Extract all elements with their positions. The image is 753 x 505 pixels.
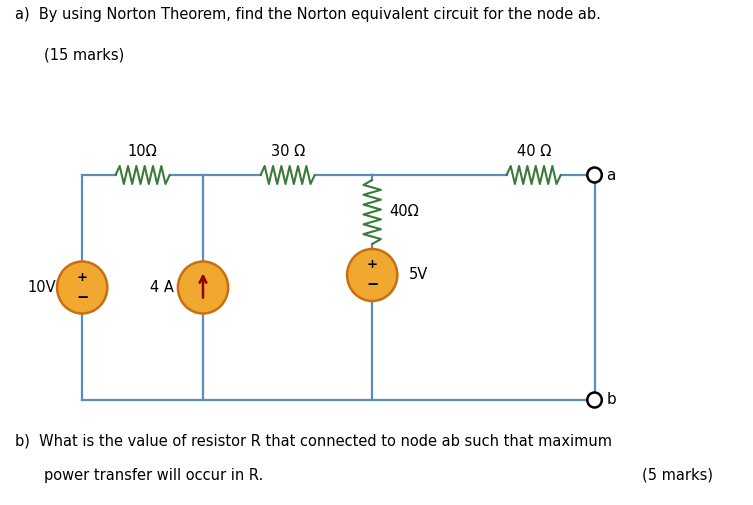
- Circle shape: [587, 168, 602, 182]
- Circle shape: [57, 262, 108, 314]
- Text: b: b: [606, 392, 616, 408]
- Text: (15 marks): (15 marks): [44, 47, 123, 62]
- Text: +: +: [77, 271, 87, 284]
- Text: a)  By using Norton Theorem, find the Norton equivalent circuit for the node ab.: a) By using Norton Theorem, find the Nor…: [14, 7, 600, 22]
- Text: (5 marks): (5 marks): [642, 468, 713, 483]
- Text: 30 Ω: 30 Ω: [270, 144, 305, 159]
- Text: −: −: [366, 278, 378, 292]
- Circle shape: [587, 392, 602, 408]
- Circle shape: [347, 249, 398, 301]
- Circle shape: [178, 262, 228, 314]
- Text: a: a: [606, 168, 615, 182]
- Text: −: −: [76, 290, 88, 305]
- Text: 10V: 10V: [27, 280, 56, 295]
- Text: power transfer will occur in R.: power transfer will occur in R.: [44, 468, 263, 483]
- Text: 4 A: 4 A: [151, 280, 175, 295]
- Text: +: +: [367, 259, 378, 272]
- Text: 5V: 5V: [409, 268, 428, 282]
- Text: 40 Ω: 40 Ω: [517, 144, 550, 159]
- Text: b)  What is the value of resistor R that connected to node ab such that maximum: b) What is the value of resistor R that …: [14, 433, 611, 448]
- Text: 40Ω: 40Ω: [389, 205, 419, 220]
- Text: 10Ω: 10Ω: [128, 144, 157, 159]
